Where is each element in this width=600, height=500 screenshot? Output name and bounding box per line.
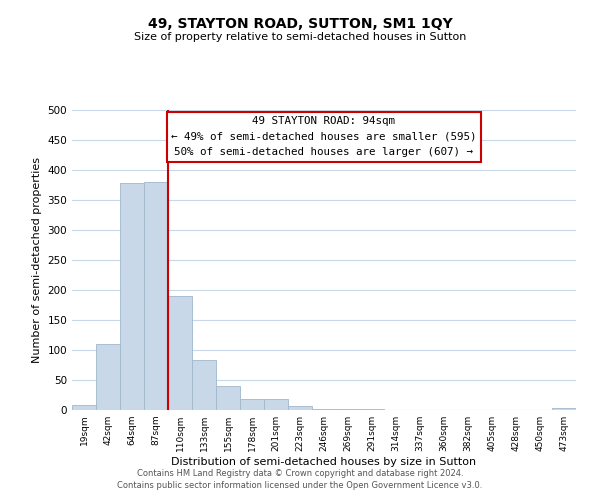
Bar xyxy=(168,296,192,410)
Bar xyxy=(120,183,144,410)
Bar xyxy=(312,409,336,410)
X-axis label: Distribution of semi-detached houses by size in Sutton: Distribution of semi-detached houses by … xyxy=(172,457,476,467)
Bar xyxy=(216,386,240,410)
Text: Contains HM Land Registry data © Crown copyright and database right 2024.: Contains HM Land Registry data © Crown c… xyxy=(137,468,463,477)
Y-axis label: Number of semi-detached properties: Number of semi-detached properties xyxy=(32,157,42,363)
Text: 49, STAYTON ROAD, SUTTON, SM1 1QY: 49, STAYTON ROAD, SUTTON, SM1 1QY xyxy=(148,18,452,32)
Bar xyxy=(240,399,264,410)
Bar xyxy=(192,360,216,410)
Bar xyxy=(336,409,360,410)
Bar xyxy=(360,409,384,410)
Bar xyxy=(288,406,312,410)
Text: Contains public sector information licensed under the Open Government Licence v3: Contains public sector information licen… xyxy=(118,481,482,490)
Bar xyxy=(96,344,120,410)
Text: Size of property relative to semi-detached houses in Sutton: Size of property relative to semi-detach… xyxy=(134,32,466,42)
Text: 49 STAYTON ROAD: 94sqm
← 49% of semi-detached houses are smaller (595)
50% of se: 49 STAYTON ROAD: 94sqm ← 49% of semi-det… xyxy=(171,116,477,157)
Bar xyxy=(552,408,576,410)
Bar xyxy=(264,399,288,410)
Bar xyxy=(72,405,96,410)
Bar xyxy=(144,182,168,410)
